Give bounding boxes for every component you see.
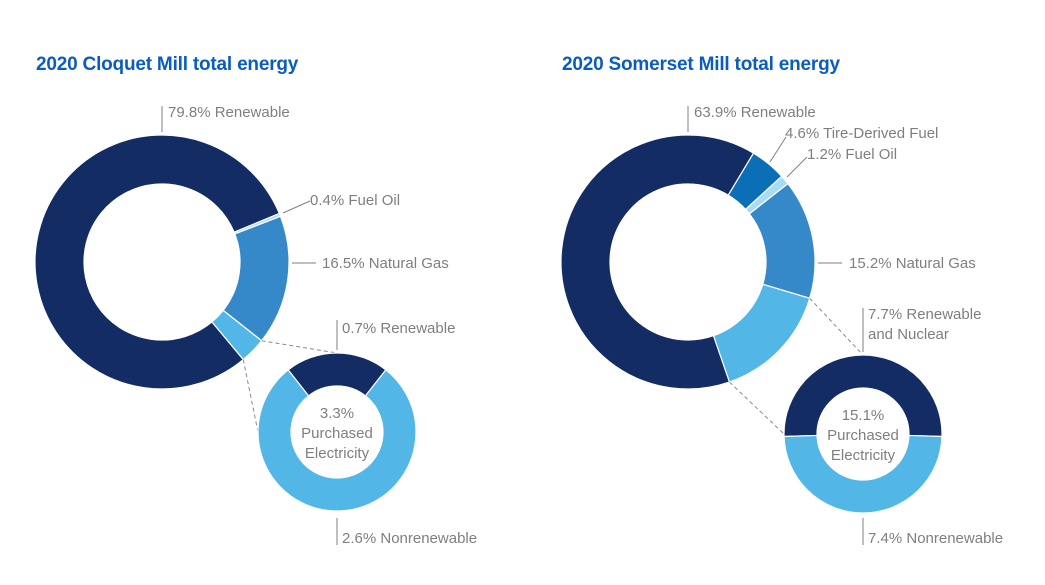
connector-line-left bbox=[242, 359, 259, 433]
leader-line-tire-derived-fuel bbox=[769, 136, 787, 163]
breakdown-slice-renewable-nuclear bbox=[783, 354, 943, 438]
somerset-chart: 63.9% Renewable 4.6% Tire-Derived Fuel 1.2… bbox=[560, 104, 1003, 547]
breakdown-slice-nonrenewable bbox=[257, 369, 417, 512]
breakdown-center-label: Electricity bbox=[831, 447, 896, 464]
label-fuel-oil: 0.4% Fuel Oil bbox=[310, 192, 400, 209]
breakdown-slice-nonrenewable bbox=[783, 434, 943, 514]
connector-line-top bbox=[261, 340, 338, 354]
slice-renewable bbox=[560, 134, 755, 390]
cloquet-chart-title: 2020 Cloquet Mill total energy bbox=[36, 54, 299, 75]
slice-renewable bbox=[34, 134, 281, 390]
label-renewable: 79.8% Renewable bbox=[168, 104, 290, 121]
label-tire-derived-fuel: 4.6% Tire-Derived Fuel bbox=[785, 125, 938, 142]
leader-line-fuel-oil bbox=[282, 200, 311, 214]
connector-line-left bbox=[729, 381, 785, 435]
breakdown-label-renewable-nuclear: 7.7% Renewable bbox=[868, 306, 981, 323]
breakdown-center-label: Purchased bbox=[301, 425, 373, 442]
breakdown-label-nonrenewable: 7.4% Nonrenewable bbox=[868, 530, 1003, 547]
breakdown-label-renewable-nuclear: and Nuclear bbox=[868, 326, 949, 343]
label-natural-gas: 16.5% Natural Gas bbox=[322, 255, 449, 272]
breakdown-label-nonrenewable: 2.6% Nonrenewable bbox=[342, 530, 477, 547]
label-natural-gas: 15.2% Natural Gas bbox=[849, 255, 976, 272]
cloquet-chart: 79.8% Renewable 0.4% Fuel Oil 16.5% Natura… bbox=[34, 104, 477, 547]
label-fuel-oil: 1.2% Fuel Oil bbox=[807, 146, 897, 163]
breakdown-center-label: 3.3% bbox=[320, 405, 354, 422]
breakdown-center-label: Electricity bbox=[305, 445, 370, 462]
label-renewable: 63.9% Renewable bbox=[694, 104, 816, 121]
leader-line-fuel-oil bbox=[786, 156, 808, 178]
breakdown-label-renewable: 0.7% Renewable bbox=[342, 320, 455, 337]
breakdown-center-label: 15.1% bbox=[842, 407, 885, 424]
connector-line-top bbox=[809, 297, 864, 356]
slice-purchased-electricity bbox=[712, 283, 811, 383]
breakdown-center-label: Purchased bbox=[827, 427, 899, 444]
somerset-chart-title: 2020 Somerset Mill total energy bbox=[562, 54, 840, 75]
